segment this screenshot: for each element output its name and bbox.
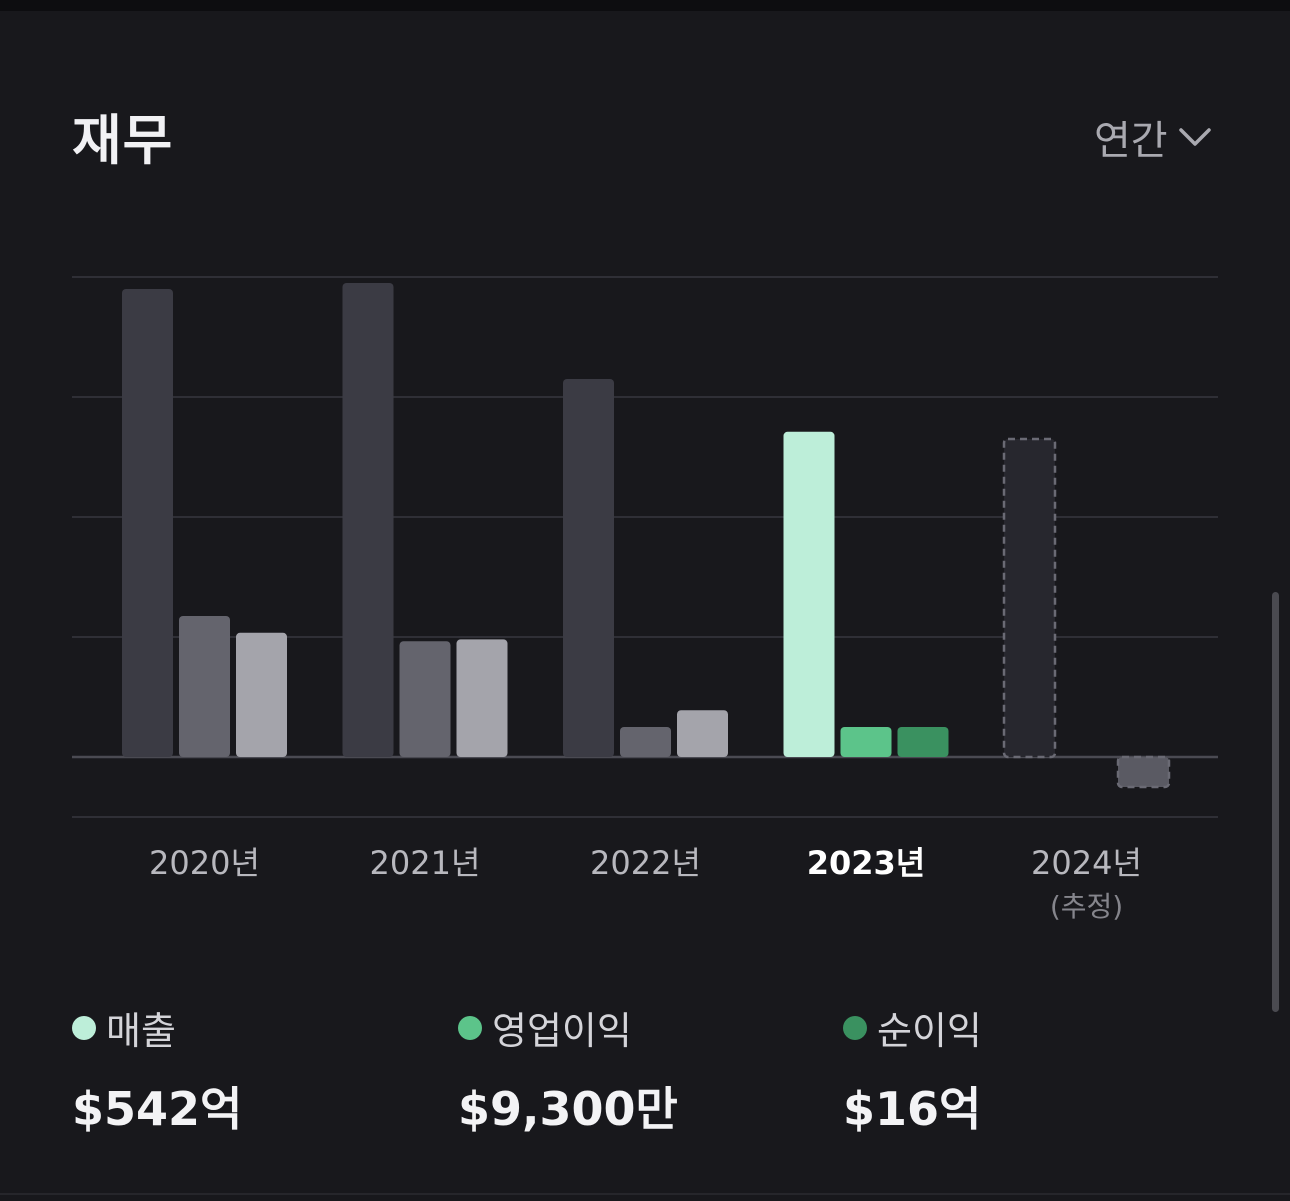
period-label: 연간 — [1094, 118, 1168, 164]
bar-revenue-2023 — [783, 431, 835, 757]
period-dropdown[interactable]: 연간 — [1094, 108, 1212, 166]
financial-bar-chart: 2020년 2021년 2022년 2023년 2024년 (추정) — [72, 276, 1218, 923]
chevron-down-icon — [1178, 128, 1211, 146]
legend-dot — [843, 1015, 867, 1040]
legend-operating-income: 영업이익 $9,300만 — [458, 1000, 678, 1139]
x-tick-label: 2022년 — [590, 844, 701, 882]
bar-net-income-2020 — [236, 632, 287, 757]
legend-revenue: 매출 $542억 — [72, 1000, 242, 1139]
bar-revenue-2021 — [342, 283, 394, 757]
section-title: 재무 — [72, 109, 174, 172]
x-tick-note: (추정) — [1050, 890, 1123, 923]
legend-dot — [458, 1015, 482, 1040]
bar-operating-income-2021 — [399, 641, 451, 757]
bar-net-income-2022 — [677, 710, 728, 757]
legend-value: $16억 — [843, 1082, 982, 1136]
x-tick-label: 2023년 — [807, 844, 926, 882]
bar-revenue-2024 — [1002, 437, 1057, 759]
legend-net-income: 순이익 $16억 — [843, 1000, 982, 1139]
bar-operating-income-2020 — [179, 616, 230, 757]
bar-operating-income-2023 — [840, 727, 892, 757]
x-tick-label: 2024년 — [1031, 844, 1142, 882]
x-tick-label: 2020년 — [149, 844, 260, 882]
legend-dot — [72, 1015, 96, 1040]
legend-value: $9,300만 — [458, 1082, 678, 1136]
x-tick-label: 2021년 — [370, 844, 481, 882]
bar-revenue-2022 — [563, 379, 614, 757]
top-bar — [0, 0, 1290, 11]
legend-label: 순이익 — [877, 1009, 982, 1053]
legend-label: 영업이익 — [492, 1009, 632, 1053]
legend-label: 매출 — [106, 1009, 176, 1053]
bar-operating-income-2022 — [620, 727, 671, 757]
chart-bars — [122, 283, 1171, 789]
scrollbar[interactable] — [1272, 592, 1279, 1012]
legend-value: $542억 — [72, 1082, 243, 1136]
bottom-divider — [0, 1193, 1290, 1195]
bar-net-income-2024 — [1116, 755, 1171, 789]
chart-x-labels: 2020년 2021년 2022년 2023년 2024년 (추정) — [149, 844, 1142, 923]
bar-revenue-2020 — [122, 289, 173, 757]
bar-net-income-2021 — [456, 639, 508, 757]
bar-net-income-2023 — [897, 727, 949, 757]
